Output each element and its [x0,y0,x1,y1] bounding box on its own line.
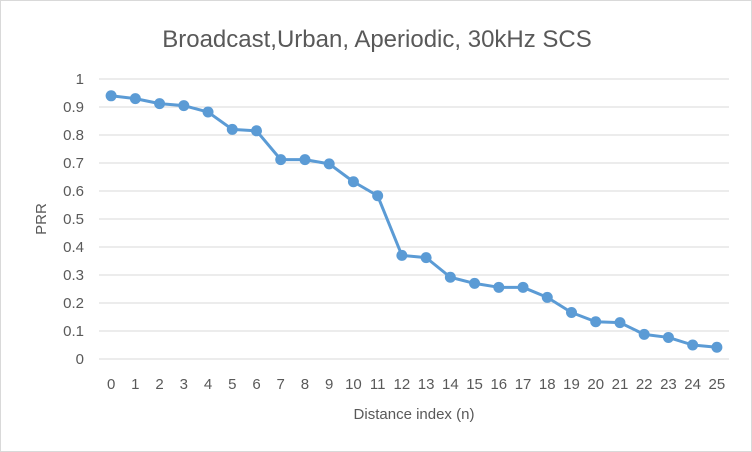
y-axis-title: PRR [33,203,50,235]
data-point [154,98,166,110]
x-tick-labels: 0 1 2 3 4 5 6 7 8 9 10 11 12 13 14 15 16 17 18 19 20 21 22 23 24… [107,376,725,393]
data-point [372,190,384,202]
data-point [614,317,626,329]
x-tick-label: 2 [155,376,163,393]
data-point [517,281,529,293]
x-tick-label: 1 [131,376,139,393]
y-tick-label: 0.2 [63,295,84,312]
data-point [226,123,238,135]
y-tick-label: 0.3 [63,267,84,284]
x-tick-label: 17 [515,376,532,393]
x-tick-label: 13 [418,376,435,393]
x-tick-label: 11 [370,376,386,393]
x-tick-label: 5 [228,376,236,393]
data-point [396,249,408,261]
data-point [711,341,723,353]
y-tick-label: 0.4 [63,239,84,256]
data-point [178,100,190,112]
data-point [444,271,456,283]
y-tick-label: 0.8 [63,127,84,144]
data-point [202,106,214,118]
x-tick-label: 14 [442,376,459,393]
data-point [347,176,359,188]
x-tick-label: 16 [490,376,507,393]
data-point [420,252,432,264]
data-point [566,307,577,319]
gridlines [99,78,729,360]
x-tick-label: 6 [252,376,260,393]
x-tick-label: 20 [587,376,604,393]
data-point [323,158,335,170]
y-tick-label: 0.9 [63,99,84,116]
y-tick-label: 0 [76,351,84,368]
data-point [590,316,602,328]
x-tick-label: 0 [107,376,115,393]
y-tick-label: 0.5 [63,211,84,228]
series-line [110,94,718,349]
x-tick-label: 22 [636,376,653,393]
x-tick-label: 24 [684,376,701,393]
y-tick-label: 0.7 [63,155,84,172]
x-tick-label: 7 [277,376,285,393]
x-tick-label: 12 [394,376,411,393]
x-tick-label: 8 [301,376,309,393]
data-point [541,291,553,303]
data-point [638,328,650,340]
x-tick-label: 18 [539,376,556,393]
x-tick-label: 3 [180,376,188,393]
series-layer [105,90,723,353]
data-point [299,154,311,166]
data-point [493,281,505,293]
y-tick-label: 1 [76,71,84,88]
x-tick-label: 4 [204,376,212,393]
y-tick-label: 0.1 [63,323,84,340]
x-tick-label: 23 [660,376,677,393]
x-tick-label: 10 [345,376,362,393]
data-point [275,154,287,166]
x-tick-label: 21 [612,376,629,393]
data-point [469,277,481,289]
x-tick-label: 19 [563,376,580,393]
data-point [687,339,699,351]
data-point [662,331,674,343]
x-tick-label: 15 [466,376,483,393]
chart-title: Broadcast,Urban, Aperiodic, 30kHz SCS [162,26,592,53]
x-tick-label: 25 [709,376,726,393]
y-tick-label: 0.6 [63,183,84,200]
y-tick-labels: 0 0.1 0.2 0.3 0.4 0.5 0.6 0.7 0.8 0.9 1 [63,71,84,368]
data-point [129,93,141,105]
x-tick-label: 9 [325,376,333,393]
x-axis-title: Distance index (n) [354,406,475,423]
data-point [105,90,117,102]
data-point [251,125,262,137]
